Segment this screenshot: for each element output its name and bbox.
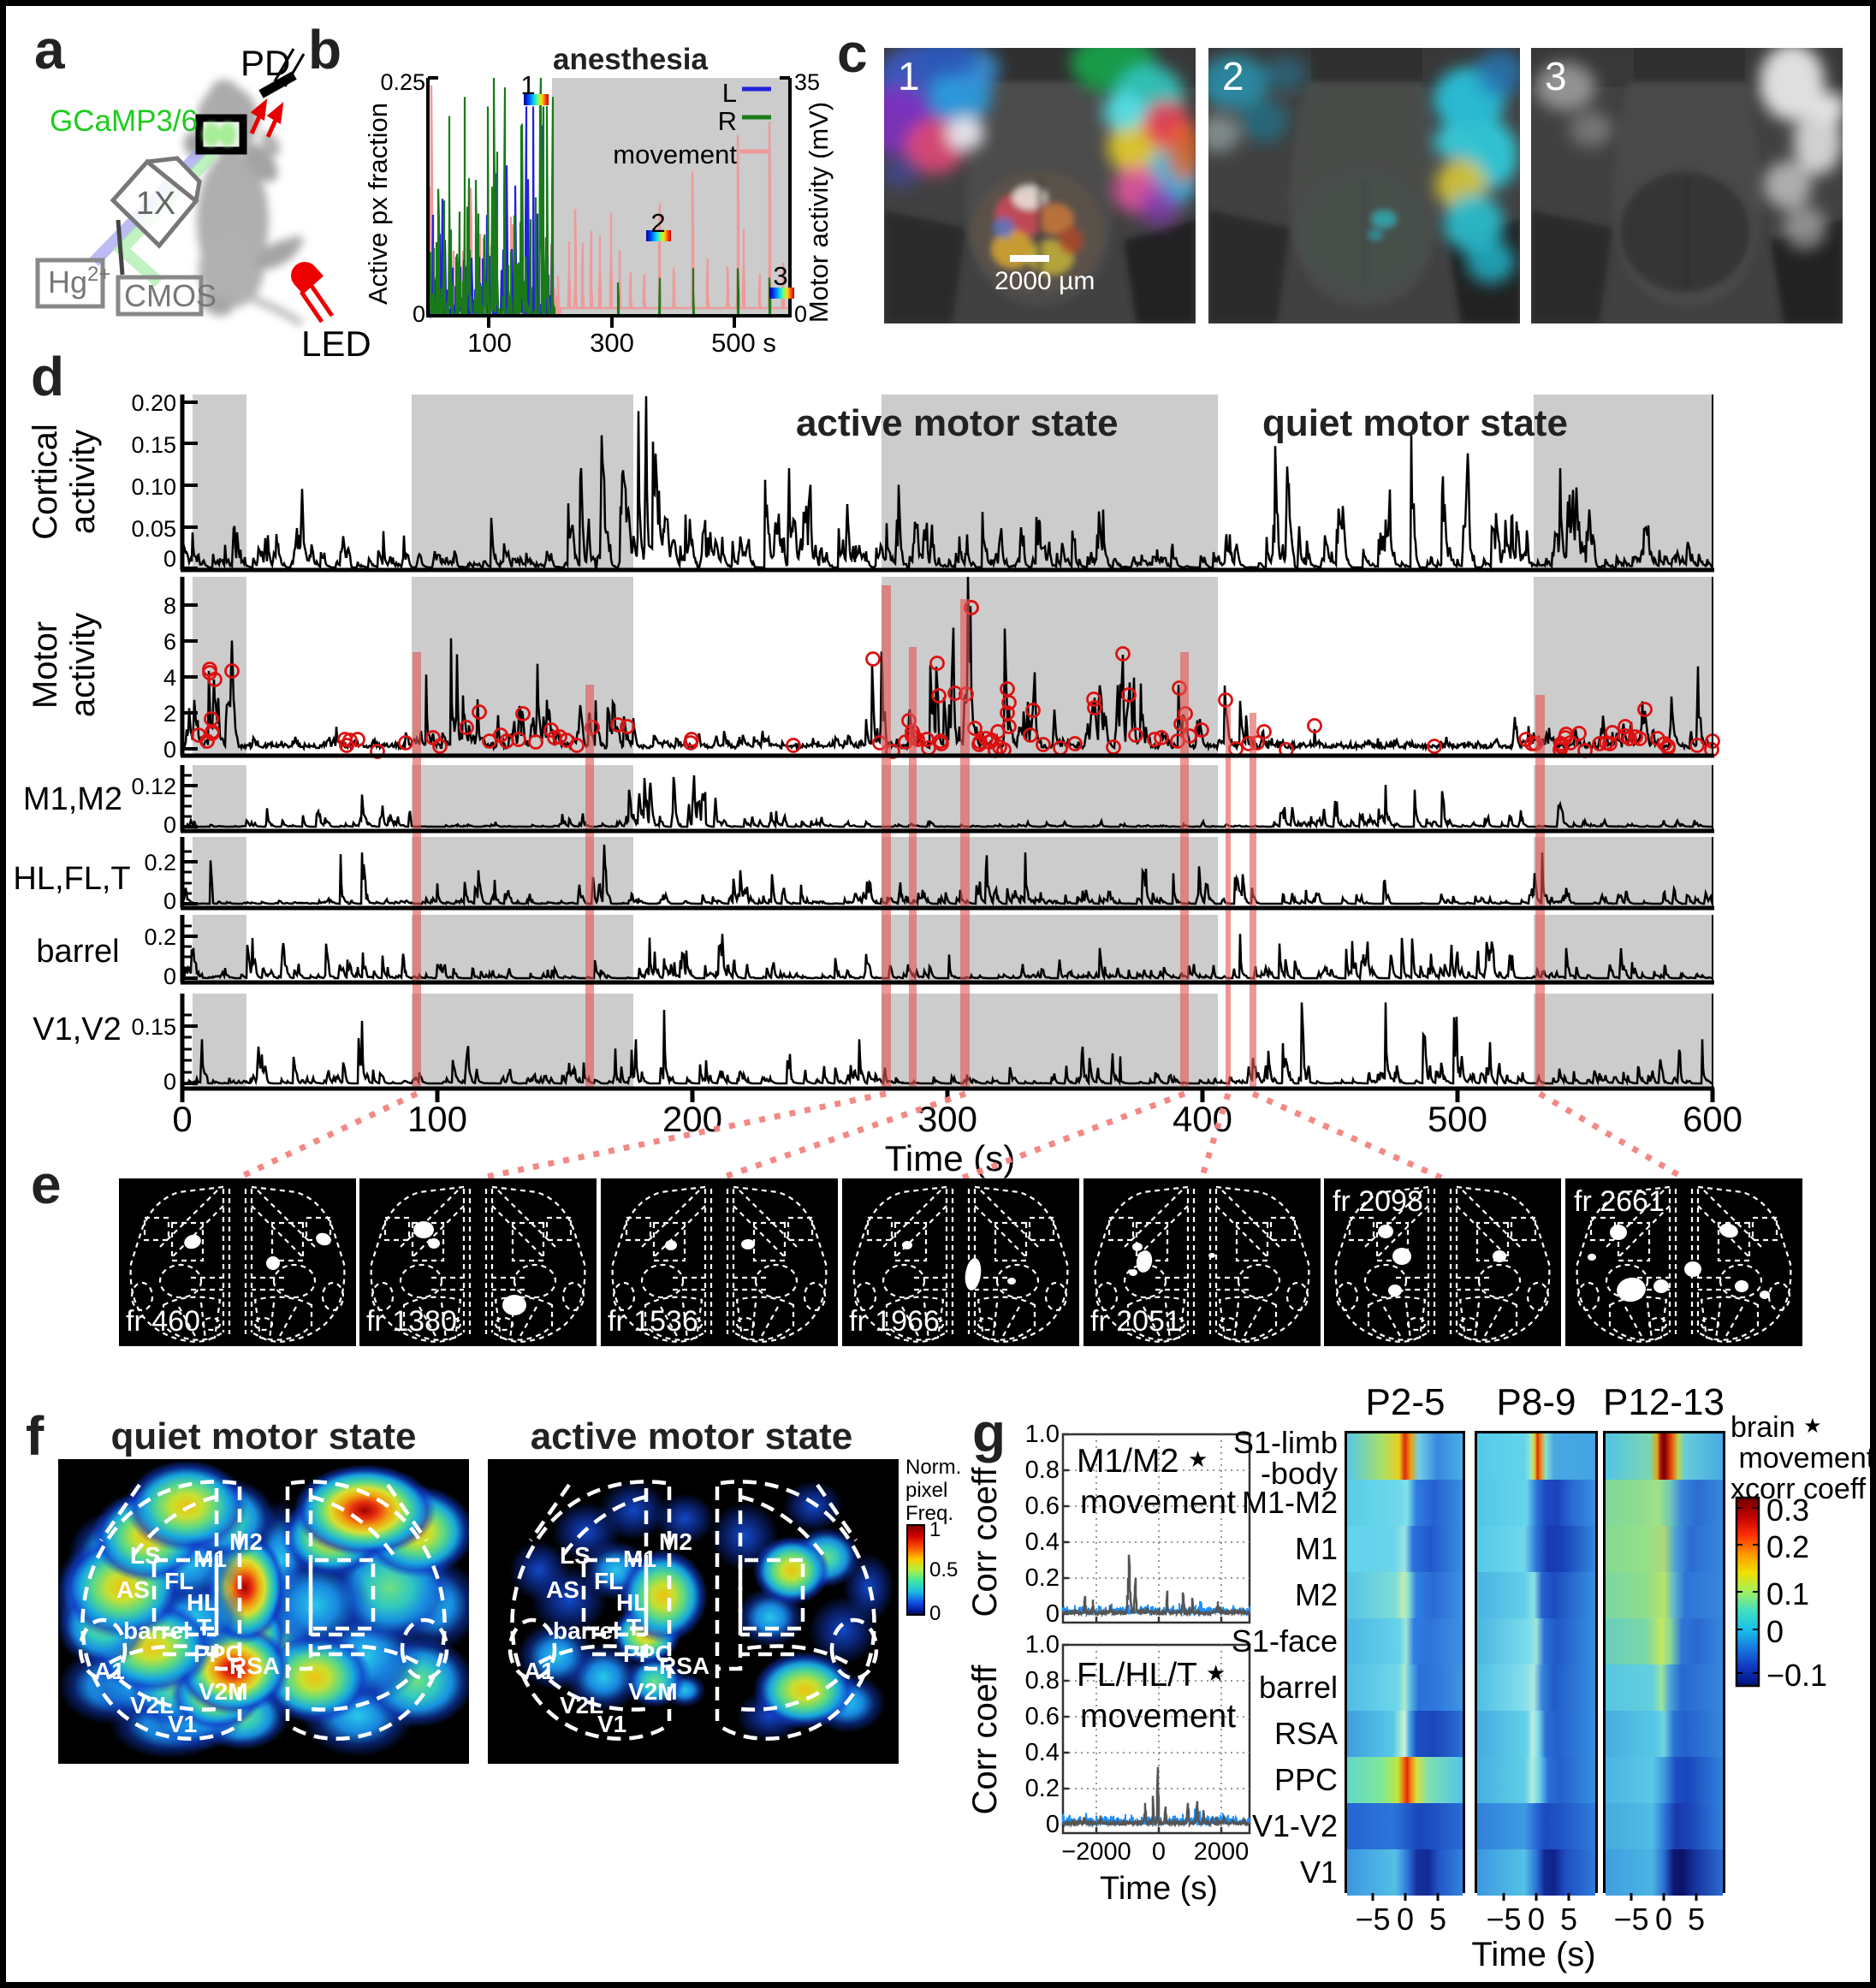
svg-text:Active px fraction: Active px fraction bbox=[363, 103, 393, 305]
svg-text:Corr coeff: Corr coeff bbox=[966, 1665, 1004, 1815]
svg-text:CMOS: CMOS bbox=[124, 278, 217, 313]
svg-text:activity: activity bbox=[64, 613, 102, 717]
svg-text:Cortical: Cortical bbox=[27, 424, 64, 540]
svg-text:Motor: Motor bbox=[27, 621, 64, 709]
svg-text:Corr coeff: Corr coeff bbox=[966, 1467, 1004, 1617]
svg-text:activity: activity bbox=[64, 430, 102, 534]
svg-text:Motor activity (mV): Motor activity (mV) bbox=[804, 102, 834, 323]
svg-text:1X: 1X bbox=[136, 186, 175, 222]
